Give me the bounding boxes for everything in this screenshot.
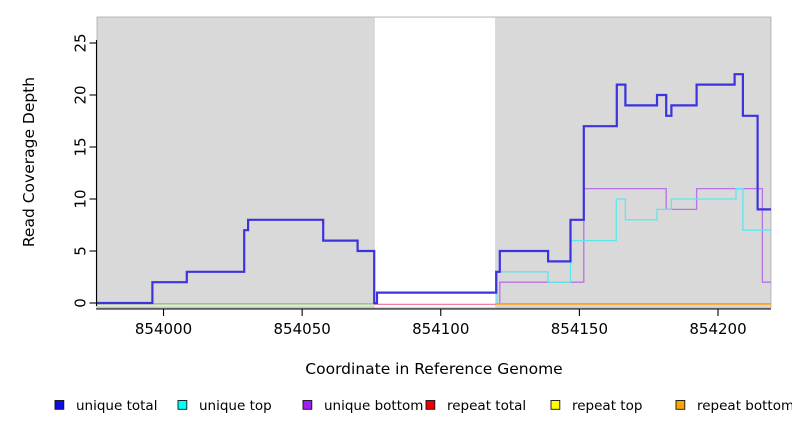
legend-item-unique-top: unique top [177,398,272,414]
legend-item-repeat-top: repeat top [550,398,642,414]
legend-swatch-unique-top [177,400,188,410]
x-axis: 854000 854050 854100 854150 854200 [96,308,771,338]
x-tick-label: 854100 [412,320,469,338]
legend-label: repeat bottom [697,398,792,414]
legend-item-repeat-total: repeat total [425,398,526,414]
repeat-region-highlight [373,17,497,308]
y-tick-label: 10 [71,189,89,208]
legend-swatch-repeat-total [425,400,436,410]
y-axis-title: Read Coverage Depth [20,77,38,247]
x-tick-label: 854050 [274,320,331,338]
legend-label: unique total [76,398,157,414]
x-tick-label: 854150 [551,320,608,338]
y-tick-label: 0 [71,298,89,308]
legend-swatch-repeat-top [550,400,561,410]
series-unique-top [496,187,771,303]
x-tick-label: 854000 [135,320,192,338]
legend-swatch-unique-total [54,400,65,410]
series-unique-total [97,73,771,305]
legend-label: repeat top [572,398,642,414]
legend-item-unique-bottom: unique bottom [302,398,423,414]
legend-swatch-unique-bottom [302,400,313,410]
x-tick-label: 854200 [689,320,746,338]
legend-item-repeat-bottom: repeat bottom [675,398,792,414]
y-tick-label: 20 [71,85,89,104]
legend-label: repeat total [447,398,526,414]
y-tick-label: 5 [71,246,89,256]
x-axis-title: Coordinate in Reference Genome [305,360,562,378]
legend-swatch-repeat-bottom [675,400,686,410]
legend: unique total unique top unique bottom repea… [54,398,792,414]
legend-label: unique top [199,398,272,414]
legend-label: unique bottom [324,398,423,414]
y-axis: 0 5 10 15 20 25 [71,33,98,308]
series-layer [97,73,771,306]
y-tick-label: 15 [71,137,89,156]
y-tick-label: 25 [71,33,89,52]
legend-item-unique-total: unique total [54,398,157,414]
